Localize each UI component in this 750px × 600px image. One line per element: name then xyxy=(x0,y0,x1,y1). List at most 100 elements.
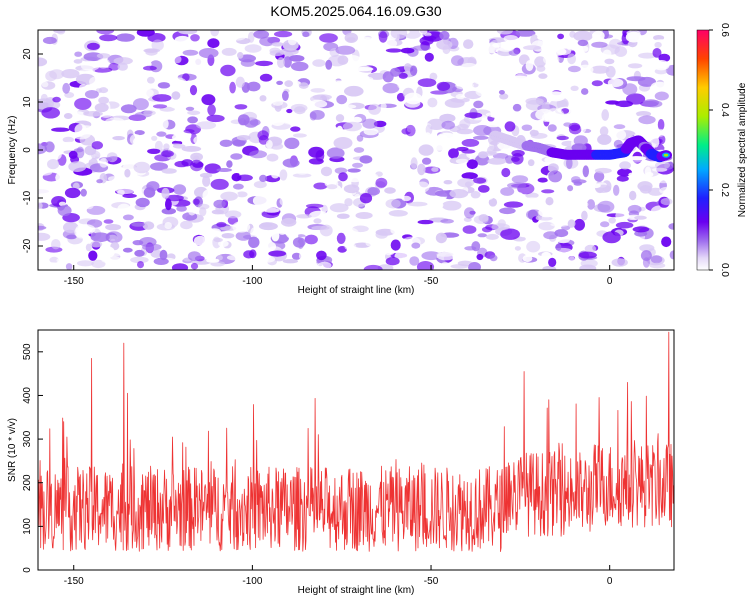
noise-blob xyxy=(329,80,343,85)
noise-blob xyxy=(338,172,348,182)
noise-blob xyxy=(117,203,131,215)
noise-blob xyxy=(523,45,542,51)
noise-blob xyxy=(74,123,87,136)
noise-blob xyxy=(244,44,262,53)
noise-blob xyxy=(443,180,453,185)
noise-blob xyxy=(279,190,292,198)
noise-blob xyxy=(390,67,401,77)
noise-blob xyxy=(573,135,588,147)
noise-blob xyxy=(312,94,332,100)
noise-blob xyxy=(344,32,358,44)
noise-blob xyxy=(363,127,379,136)
noise-blob xyxy=(522,197,541,204)
noise-blob xyxy=(511,175,529,184)
noise-blob xyxy=(612,129,627,141)
noise-blob xyxy=(451,55,464,66)
noise-blob xyxy=(141,119,157,126)
noise-blob xyxy=(150,249,163,258)
noise-blob xyxy=(653,35,665,41)
noise-blob xyxy=(51,239,61,250)
noise-blob xyxy=(96,179,103,184)
noise-blob xyxy=(320,166,333,177)
noise-blob xyxy=(472,177,487,184)
noise-blob xyxy=(272,88,282,94)
noise-blob xyxy=(173,184,187,195)
noise-blob xyxy=(47,45,63,50)
snr-frame xyxy=(37,329,675,571)
noise-blob xyxy=(157,71,175,77)
noise-blob xyxy=(368,164,376,176)
y-tick-label: 0 xyxy=(22,567,33,573)
noise-blob xyxy=(41,81,49,88)
noise-blob xyxy=(253,181,267,189)
noise-blob xyxy=(485,120,502,128)
noise-blob xyxy=(669,250,674,260)
noise-blob xyxy=(590,65,610,74)
noise-blob xyxy=(417,219,434,225)
noise-blob xyxy=(581,88,589,95)
noise-blob xyxy=(265,139,273,149)
noise-blob xyxy=(38,143,47,155)
noise-blob xyxy=(98,87,109,94)
noise-blob xyxy=(470,199,480,208)
noise-blob xyxy=(597,200,615,213)
noise-blob xyxy=(51,127,70,132)
noise-blob xyxy=(220,191,238,201)
noise-blob xyxy=(213,73,223,85)
noise-blob xyxy=(409,256,420,266)
noise-blob xyxy=(639,244,655,252)
noise-blob xyxy=(113,57,133,65)
noise-blob xyxy=(206,258,220,263)
noise-blob xyxy=(213,237,223,243)
noise-blob xyxy=(352,116,362,123)
noise-blob xyxy=(548,257,557,267)
noise-blob xyxy=(333,137,353,149)
noise-blob xyxy=(305,203,324,209)
noise-blob xyxy=(74,97,92,110)
noise-blob xyxy=(183,129,195,134)
y-tick-label: 400 xyxy=(22,387,33,404)
noise-blob xyxy=(431,167,439,172)
noise-blob xyxy=(99,158,109,168)
noise-blob xyxy=(229,81,236,94)
noise-blob xyxy=(410,157,418,169)
noise-blob xyxy=(609,38,622,49)
noise-blob xyxy=(64,187,81,199)
noise-blob xyxy=(363,37,372,48)
noise-blob xyxy=(449,189,469,199)
noise-blob xyxy=(436,39,453,50)
noise-blob xyxy=(659,186,674,195)
noise-blob xyxy=(353,147,365,153)
colorbar-label: Normalized spectral amplitude xyxy=(737,82,748,217)
noise-blob xyxy=(478,185,490,193)
noise-blob xyxy=(378,31,388,43)
y-tick-label: -10 xyxy=(22,190,33,205)
noise-blob xyxy=(652,48,662,58)
noise-blob xyxy=(503,201,524,208)
noise-blob xyxy=(105,117,125,126)
noise-blob xyxy=(594,167,612,174)
x-tick-label: -50 xyxy=(424,276,439,287)
noise-blob xyxy=(397,82,405,89)
noise-blob xyxy=(471,241,481,252)
noise-blob xyxy=(256,54,265,63)
noise-blob xyxy=(124,168,131,178)
noise-blob xyxy=(613,139,623,149)
noise-blob xyxy=(262,250,270,263)
noise-blob xyxy=(279,196,295,207)
noise-blob xyxy=(142,243,162,251)
noise-blob xyxy=(336,94,348,105)
noise-blob xyxy=(563,122,572,127)
noise-blob xyxy=(403,63,412,72)
noise-blob xyxy=(194,235,207,246)
noise-blob xyxy=(79,84,88,91)
noise-blob xyxy=(355,212,373,219)
noise-blob xyxy=(143,65,157,71)
x-tick-label: 0 xyxy=(607,576,613,587)
noise-blob xyxy=(390,239,401,251)
noise-blob xyxy=(463,39,474,49)
noise-blob xyxy=(561,262,581,270)
noise-blob xyxy=(210,30,220,37)
noise-blob xyxy=(161,168,177,174)
noise-blob xyxy=(547,124,557,132)
